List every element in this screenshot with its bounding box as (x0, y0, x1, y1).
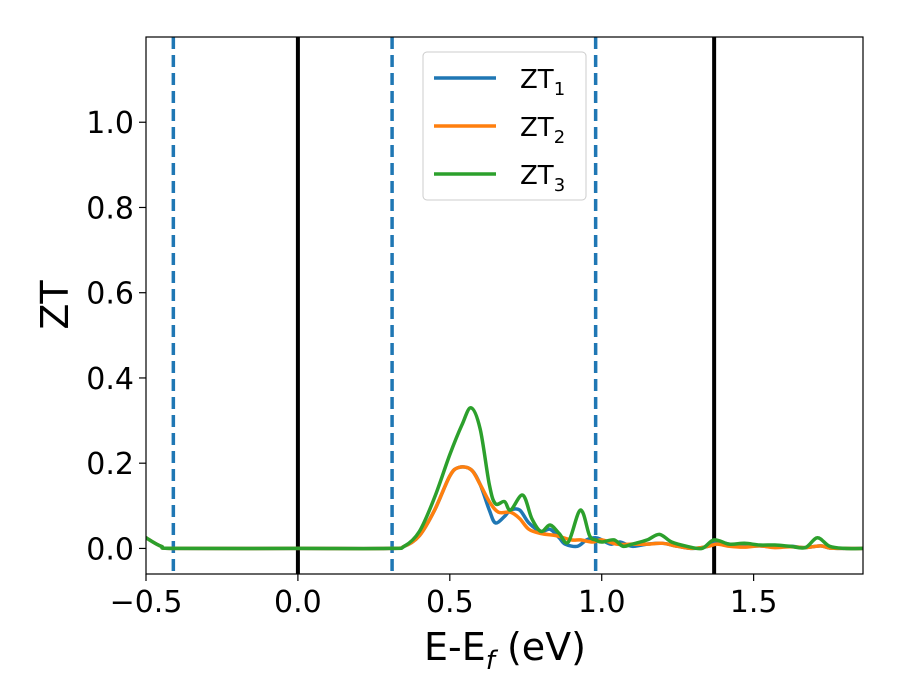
y-axis-ticks: 0.0 0.2 0.4 0.6 0.8 1.0 (86, 106, 146, 567)
vertical-lines (171, 37, 717, 574)
x-axis-label: E-Ef (eV) (424, 625, 586, 676)
y-tick-label: 0.8 (86, 191, 134, 226)
plot-frame (145, 36, 864, 575)
legend-label-zt3: ZT3 (520, 161, 565, 196)
y-axis-label: ZT (33, 280, 77, 330)
series-line-zt2 (146, 465, 863, 551)
x-tick-label: −0.5 (110, 585, 183, 620)
y-tick-label: 0.2 (86, 447, 134, 482)
y-tick-label: 0.6 (86, 277, 134, 312)
legend: ZT1 ZT2 ZT3 (422, 51, 587, 201)
series-lines (146, 406, 863, 551)
y-tick-label: 1.0 (86, 106, 134, 141)
x-axis-label-unit: (eV) (495, 625, 586, 669)
legend-frame (422, 51, 587, 201)
x-axis-label-main: E-E (424, 625, 486, 669)
series-line-zt3 (146, 406, 863, 551)
x-tick-label: 0.5 (426, 585, 474, 620)
x-tick-label: 0.0 (274, 585, 322, 620)
y-tick-label: 0.0 (86, 532, 134, 567)
x-axis-ticks: −0.5 0.0 0.5 1.0 1.5 (110, 574, 778, 620)
y-tick-label: 0.4 (86, 362, 134, 397)
x-tick-label: 1.0 (578, 585, 626, 620)
legend-label-zt2: ZT2 (520, 113, 565, 148)
legend-label-zt1: ZT1 (520, 65, 565, 100)
x-tick-label: 1.5 (730, 585, 778, 620)
series-line-zt1 (146, 465, 863, 551)
